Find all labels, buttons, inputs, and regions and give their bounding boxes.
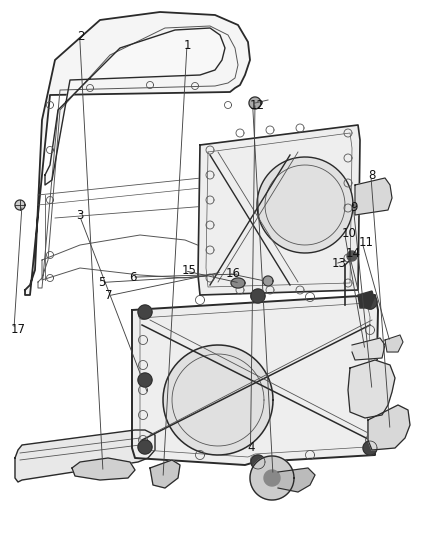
Text: 11: 11 [359,236,374,249]
Polygon shape [138,373,152,387]
Text: 7: 7 [105,289,113,302]
Polygon shape [15,200,25,210]
Polygon shape [264,470,280,486]
Polygon shape [250,456,294,500]
Text: 2: 2 [77,30,84,43]
Polygon shape [263,276,273,286]
Polygon shape [25,12,250,295]
Polygon shape [347,251,357,261]
Polygon shape [352,338,385,360]
Polygon shape [355,178,392,215]
Text: 6: 6 [129,271,137,284]
Text: 9: 9 [350,201,358,214]
Polygon shape [198,125,360,295]
Polygon shape [132,295,378,465]
Polygon shape [249,97,261,109]
Text: 3: 3 [77,209,84,222]
Polygon shape [363,295,377,309]
Polygon shape [358,291,374,308]
Polygon shape [363,441,377,455]
Polygon shape [251,289,265,303]
Text: 1: 1 [184,39,191,52]
Polygon shape [150,460,180,488]
Text: 15: 15 [182,264,197,277]
Polygon shape [348,360,395,418]
Polygon shape [251,455,265,469]
Polygon shape [257,157,353,253]
Polygon shape [278,468,315,492]
Polygon shape [72,458,135,480]
Polygon shape [138,305,152,319]
Text: 12: 12 [250,99,265,112]
Polygon shape [163,345,273,455]
Text: 8: 8 [368,169,375,182]
Text: 17: 17 [11,323,26,336]
Polygon shape [231,278,245,288]
Polygon shape [15,430,155,482]
Text: 13: 13 [332,257,347,270]
Text: 5: 5 [99,276,106,289]
Polygon shape [45,28,225,185]
Polygon shape [385,335,403,352]
Text: 4: 4 [247,441,255,454]
Polygon shape [368,405,410,450]
Text: 16: 16 [226,267,240,280]
Polygon shape [138,440,152,454]
Text: 10: 10 [342,227,357,240]
Text: 14: 14 [346,247,361,260]
